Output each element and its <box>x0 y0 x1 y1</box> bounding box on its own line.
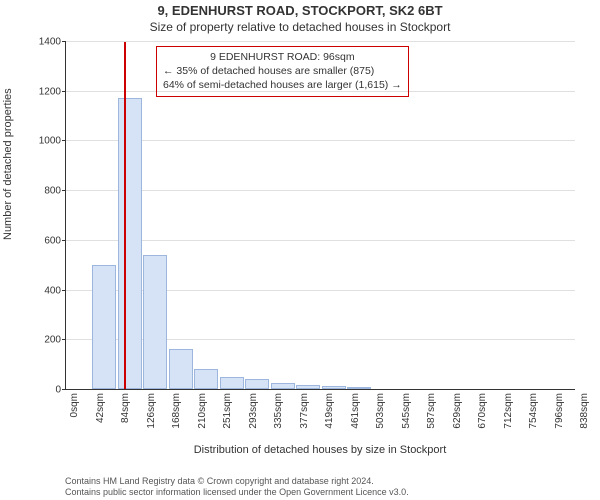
gridline <box>66 41 575 42</box>
chart-container: 9, EDENHURST ROAD, STOCKPORT, SK2 6BT Si… <box>0 0 600 500</box>
annotation-box: 9 EDENHURST ROAD: 96sqm← 35% of detached… <box>156 46 409 97</box>
xtick-label: 84sqm <box>120 393 131 423</box>
histogram-bar <box>271 383 295 389</box>
ytick-mark <box>62 140 66 141</box>
annotation-line: 64% of semi-detached houses are larger (… <box>163 78 402 92</box>
footer-line-2: Contains public sector information licen… <box>65 487 575 498</box>
ytick-label: 0 <box>21 385 61 396</box>
xtick-label: 210sqm <box>197 393 208 429</box>
xtick-label: 251sqm <box>222 393 233 429</box>
gridline <box>66 190 575 191</box>
xtick-label: 587sqm <box>426 393 437 429</box>
xtick-label: 838sqm <box>579 393 590 429</box>
x-axis-label: Distribution of detached houses by size … <box>65 444 575 456</box>
ytick-mark <box>62 240 66 241</box>
footer-attribution: Contains HM Land Registry data © Crown c… <box>65 476 575 499</box>
gridline <box>66 240 575 241</box>
ytick-label: 1400 <box>21 37 61 48</box>
xtick-label: 293sqm <box>248 393 259 429</box>
histogram-bar <box>143 255 167 389</box>
histogram-bar <box>220 377 244 389</box>
xtick-label: 796sqm <box>554 393 565 429</box>
xtick-label: 126sqm <box>146 393 157 429</box>
title-sub: Size of property relative to detached ho… <box>0 20 600 34</box>
ytick-mark <box>62 190 66 191</box>
y-axis-label: Number of detached properties <box>2 88 14 240</box>
histogram-bar <box>194 369 218 389</box>
property-marker-line <box>124 42 126 389</box>
xtick-label: 377sqm <box>299 393 310 429</box>
ytick-mark <box>62 91 66 92</box>
xtick-label: 712sqm <box>503 393 514 429</box>
xtick-label: 419sqm <box>324 393 335 429</box>
xtick-label: 461sqm <box>350 393 361 429</box>
gridline <box>66 140 575 141</box>
ytick-label: 200 <box>21 335 61 346</box>
annotation-line: ← 35% of detached houses are smaller (87… <box>163 64 402 78</box>
histogram-bar <box>92 265 116 389</box>
ytick-label: 600 <box>21 235 61 246</box>
xtick-label: 545sqm <box>401 393 412 429</box>
xtick-label: 0sqm <box>69 393 80 417</box>
xtick-label: 503sqm <box>375 393 386 429</box>
annotation-line: 9 EDENHURST ROAD: 96sqm <box>163 50 402 64</box>
title-main: 9, EDENHURST ROAD, STOCKPORT, SK2 6BT <box>0 3 600 18</box>
histogram-bar <box>296 385 320 389</box>
histogram-bar <box>169 349 193 389</box>
ytick-label: 1000 <box>21 136 61 147</box>
ytick-mark <box>62 41 66 42</box>
histogram-bar <box>347 387 371 389</box>
ytick-mark <box>62 389 66 390</box>
xtick-label: 335sqm <box>273 393 284 429</box>
xtick-label: 629sqm <box>452 393 463 429</box>
xtick-label: 168sqm <box>171 393 182 429</box>
footer-line-1: Contains HM Land Registry data © Crown c… <box>65 476 575 487</box>
xtick-label: 670sqm <box>477 393 488 429</box>
ytick-label: 800 <box>21 186 61 197</box>
ytick-mark <box>62 339 66 340</box>
xtick-label: 42sqm <box>95 393 106 423</box>
ytick-mark <box>62 290 66 291</box>
histogram-bar <box>118 98 142 389</box>
histogram-bar <box>322 386 346 389</box>
histogram-bar <box>245 379 269 389</box>
xtick-label: 754sqm <box>528 393 539 429</box>
ytick-label: 1200 <box>21 86 61 97</box>
plot-area: 02004006008001000120014000sqm42sqm84sqm1… <box>65 42 575 390</box>
ytick-label: 400 <box>21 285 61 296</box>
